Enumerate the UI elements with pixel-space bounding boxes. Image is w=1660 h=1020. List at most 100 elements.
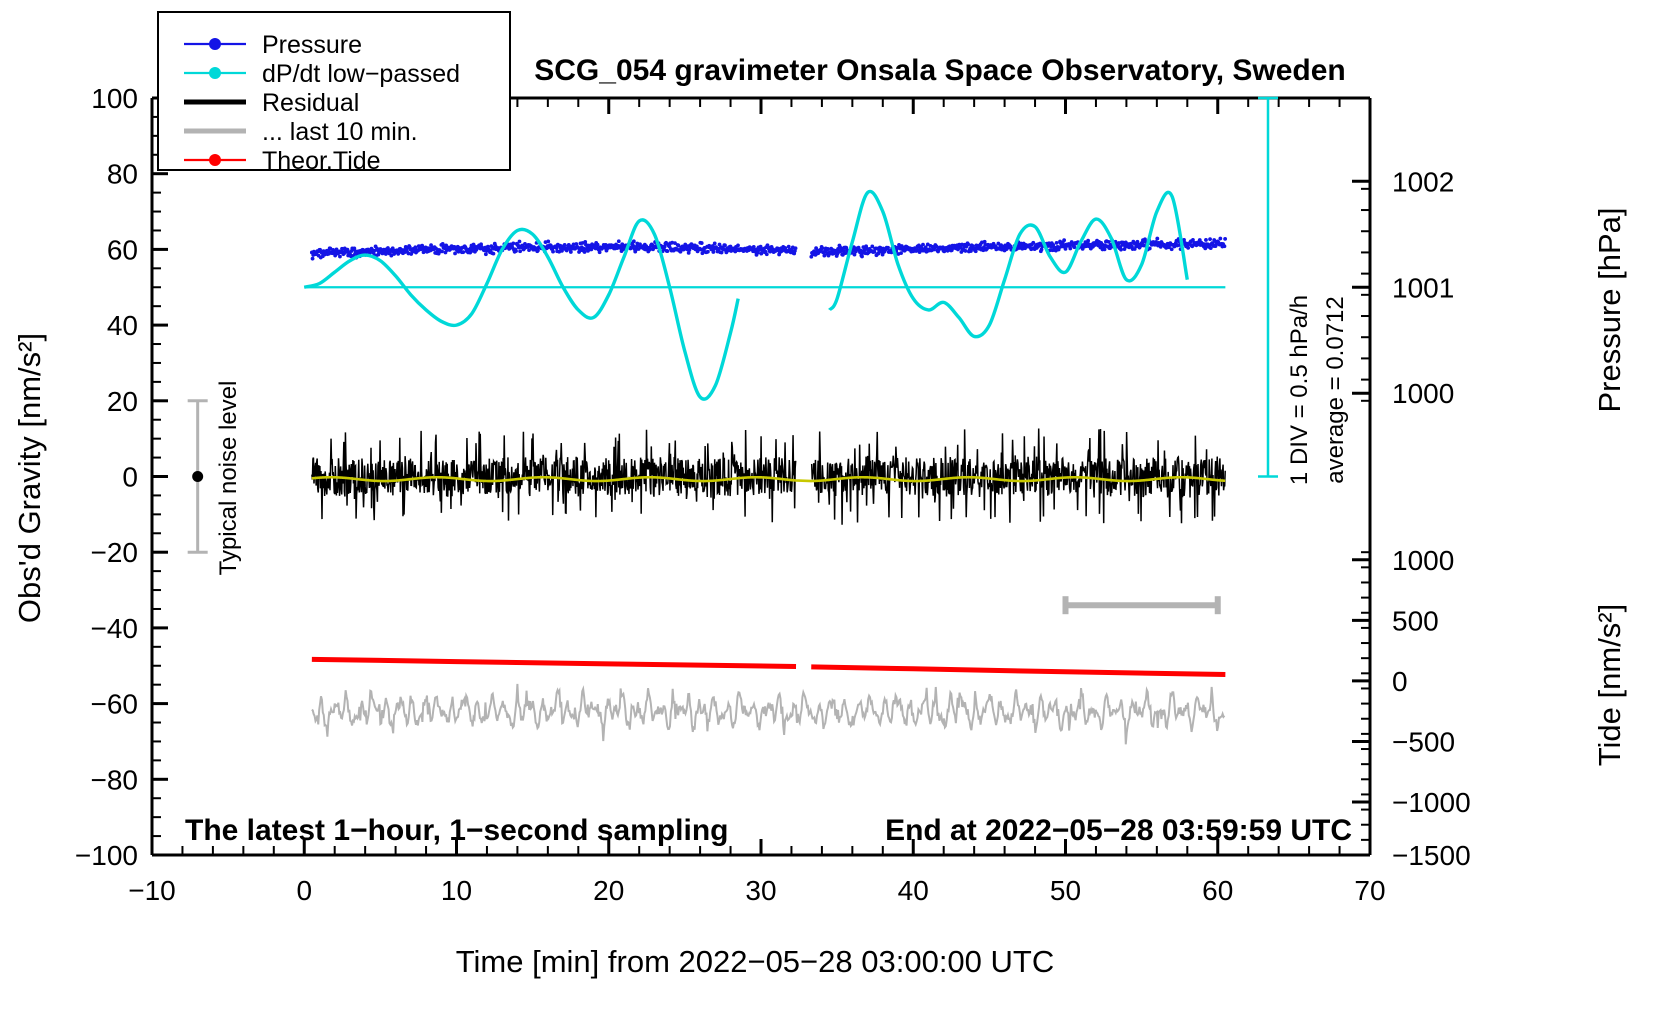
pressure-point — [440, 249, 444, 254]
pressure-point — [1069, 240, 1074, 244]
legend-item-label: dP/dt low−passed — [262, 60, 460, 88]
pressure-tick-label: 1002 — [1392, 166, 1454, 197]
pressure-point — [1054, 240, 1059, 245]
pressure-point — [860, 254, 864, 259]
series-dp-dt-low-passed — [303, 189, 1226, 401]
pressure-point — [333, 253, 338, 258]
legend-item-residual[interactable]: Residual — [184, 89, 359, 117]
pressure-point — [712, 241, 717, 246]
pressure-point — [1031, 240, 1036, 245]
pressure-point — [969, 249, 973, 253]
pressure-point — [966, 242, 971, 247]
pressure-point — [638, 242, 642, 247]
pressure-point — [479, 242, 483, 247]
x-tick-label: 0 — [296, 875, 312, 906]
pressure-point — [914, 248, 919, 253]
pressure-point — [662, 244, 667, 249]
pressure-point — [372, 248, 377, 253]
pressure-point — [842, 251, 847, 256]
y-tick-label: −40 — [91, 613, 139, 644]
x-axis-title: Time [min] from 2022−05−28 03:00:00 UTC — [456, 944, 1055, 979]
legend-item-pressure[interactable]: Pressure — [184, 31, 362, 59]
pressure-point — [597, 250, 602, 255]
pressure-point — [759, 251, 764, 256]
pressure-point — [755, 250, 760, 255]
x-tick-label: 30 — [745, 875, 776, 906]
legend-swatch-dot — [209, 154, 221, 166]
pressure-point — [1182, 237, 1186, 242]
pressure-point — [1186, 245, 1191, 250]
dpdt-div-annotation: 1 DIV = 0.5 hPa/h — [1286, 295, 1313, 485]
pressure-point — [1039, 247, 1044, 252]
pressure-point — [1102, 247, 1107, 252]
pressure-point — [1218, 236, 1223, 241]
tide-tick-label: −500 — [1392, 726, 1455, 757]
pressure-point — [582, 250, 587, 254]
series-layer — [303, 189, 1228, 745]
pressure-point — [1223, 236, 1228, 241]
residual-smoothed-overlay — [311, 475, 1226, 483]
pressure-point — [1135, 239, 1140, 244]
pressure-point — [678, 249, 683, 254]
pressure-point — [1068, 246, 1073, 251]
y-tick-label: 60 — [107, 234, 138, 265]
pressure-point — [723, 243, 727, 248]
series--last-10-min- — [311, 683, 1226, 745]
footer-right-text: End at 2022−05−28 03:59:59 UTC — [885, 814, 1352, 847]
pressure-point — [983, 242, 988, 247]
legend-item-last-10-min[interactable]: ... last 10 min. — [184, 118, 418, 146]
y-tick-label: −20 — [91, 537, 139, 568]
pressure-point — [352, 246, 357, 251]
pressure-point — [334, 247, 339, 252]
pressure-point — [551, 249, 555, 254]
y-tick-label: 80 — [107, 159, 138, 190]
tide-tick-label: 0 — [1392, 666, 1408, 697]
pressure-point — [413, 245, 418, 250]
pressure-point — [440, 242, 445, 246]
pressure-point — [1169, 247, 1174, 252]
x-tick-label: −10 — [128, 875, 176, 906]
pressure-point — [517, 239, 522, 244]
pressure-point — [1203, 246, 1208, 251]
legend-item-label: ... last 10 min. — [262, 118, 418, 146]
pressure-point — [429, 243, 433, 248]
series-pressure — [309, 236, 1228, 261]
pressure-point — [631, 244, 636, 248]
pressure-point — [699, 241, 704, 245]
pressure-point — [1155, 236, 1160, 241]
pressure-point — [595, 242, 600, 247]
y-tick-label: 100 — [91, 83, 138, 114]
pressure-point — [963, 249, 968, 253]
footer-left-text: The latest 1−hour, 1−second sampling — [185, 814, 729, 847]
x-tick-label: 50 — [1050, 875, 1081, 906]
pressure-point — [518, 249, 523, 254]
axes-layer: −10 0 10 20 30 40 50 60 70−100−80−60−40−20020406… — [75, 83, 1471, 906]
tide-tick-label: 1000 — [1392, 545, 1454, 576]
annotation-layer — [187, 96, 1278, 615]
x-tick-label: 60 — [1202, 875, 1233, 906]
tide-tick-label: −1500 — [1392, 840, 1471, 871]
dpdt-average-annotation: average = 0.0712 — [1322, 296, 1349, 484]
pressure-point — [705, 249, 710, 254]
x-tick-label: 10 — [441, 875, 472, 906]
legend-item-dp-dt-low-passed[interactable]: dP/dt low−passed — [184, 60, 460, 88]
pressure-point — [876, 251, 881, 256]
legend-item-theor-tide[interactable]: Theor.Tide — [184, 147, 381, 175]
pressure-point — [793, 246, 798, 251]
noise-level-center-dot — [192, 471, 204, 482]
pressure-point — [870, 244, 875, 249]
y-tick-label: −60 — [91, 689, 139, 720]
residual-trace — [810, 428, 1226, 525]
pressure-point — [786, 244, 791, 249]
pressure-point — [568, 250, 573, 254]
last-10-min-trace — [311, 683, 1226, 745]
pressure-point — [1106, 239, 1111, 244]
series-residual — [311, 428, 1226, 525]
pressure-tick-label: 1000 — [1392, 378, 1454, 409]
theor-tide-line — [811, 664, 1226, 677]
legend-swatch-dot — [209, 67, 221, 79]
pressure-point — [1122, 247, 1127, 252]
y-tick-label: −100 — [75, 840, 138, 871]
y-tick-label: 40 — [107, 310, 138, 341]
